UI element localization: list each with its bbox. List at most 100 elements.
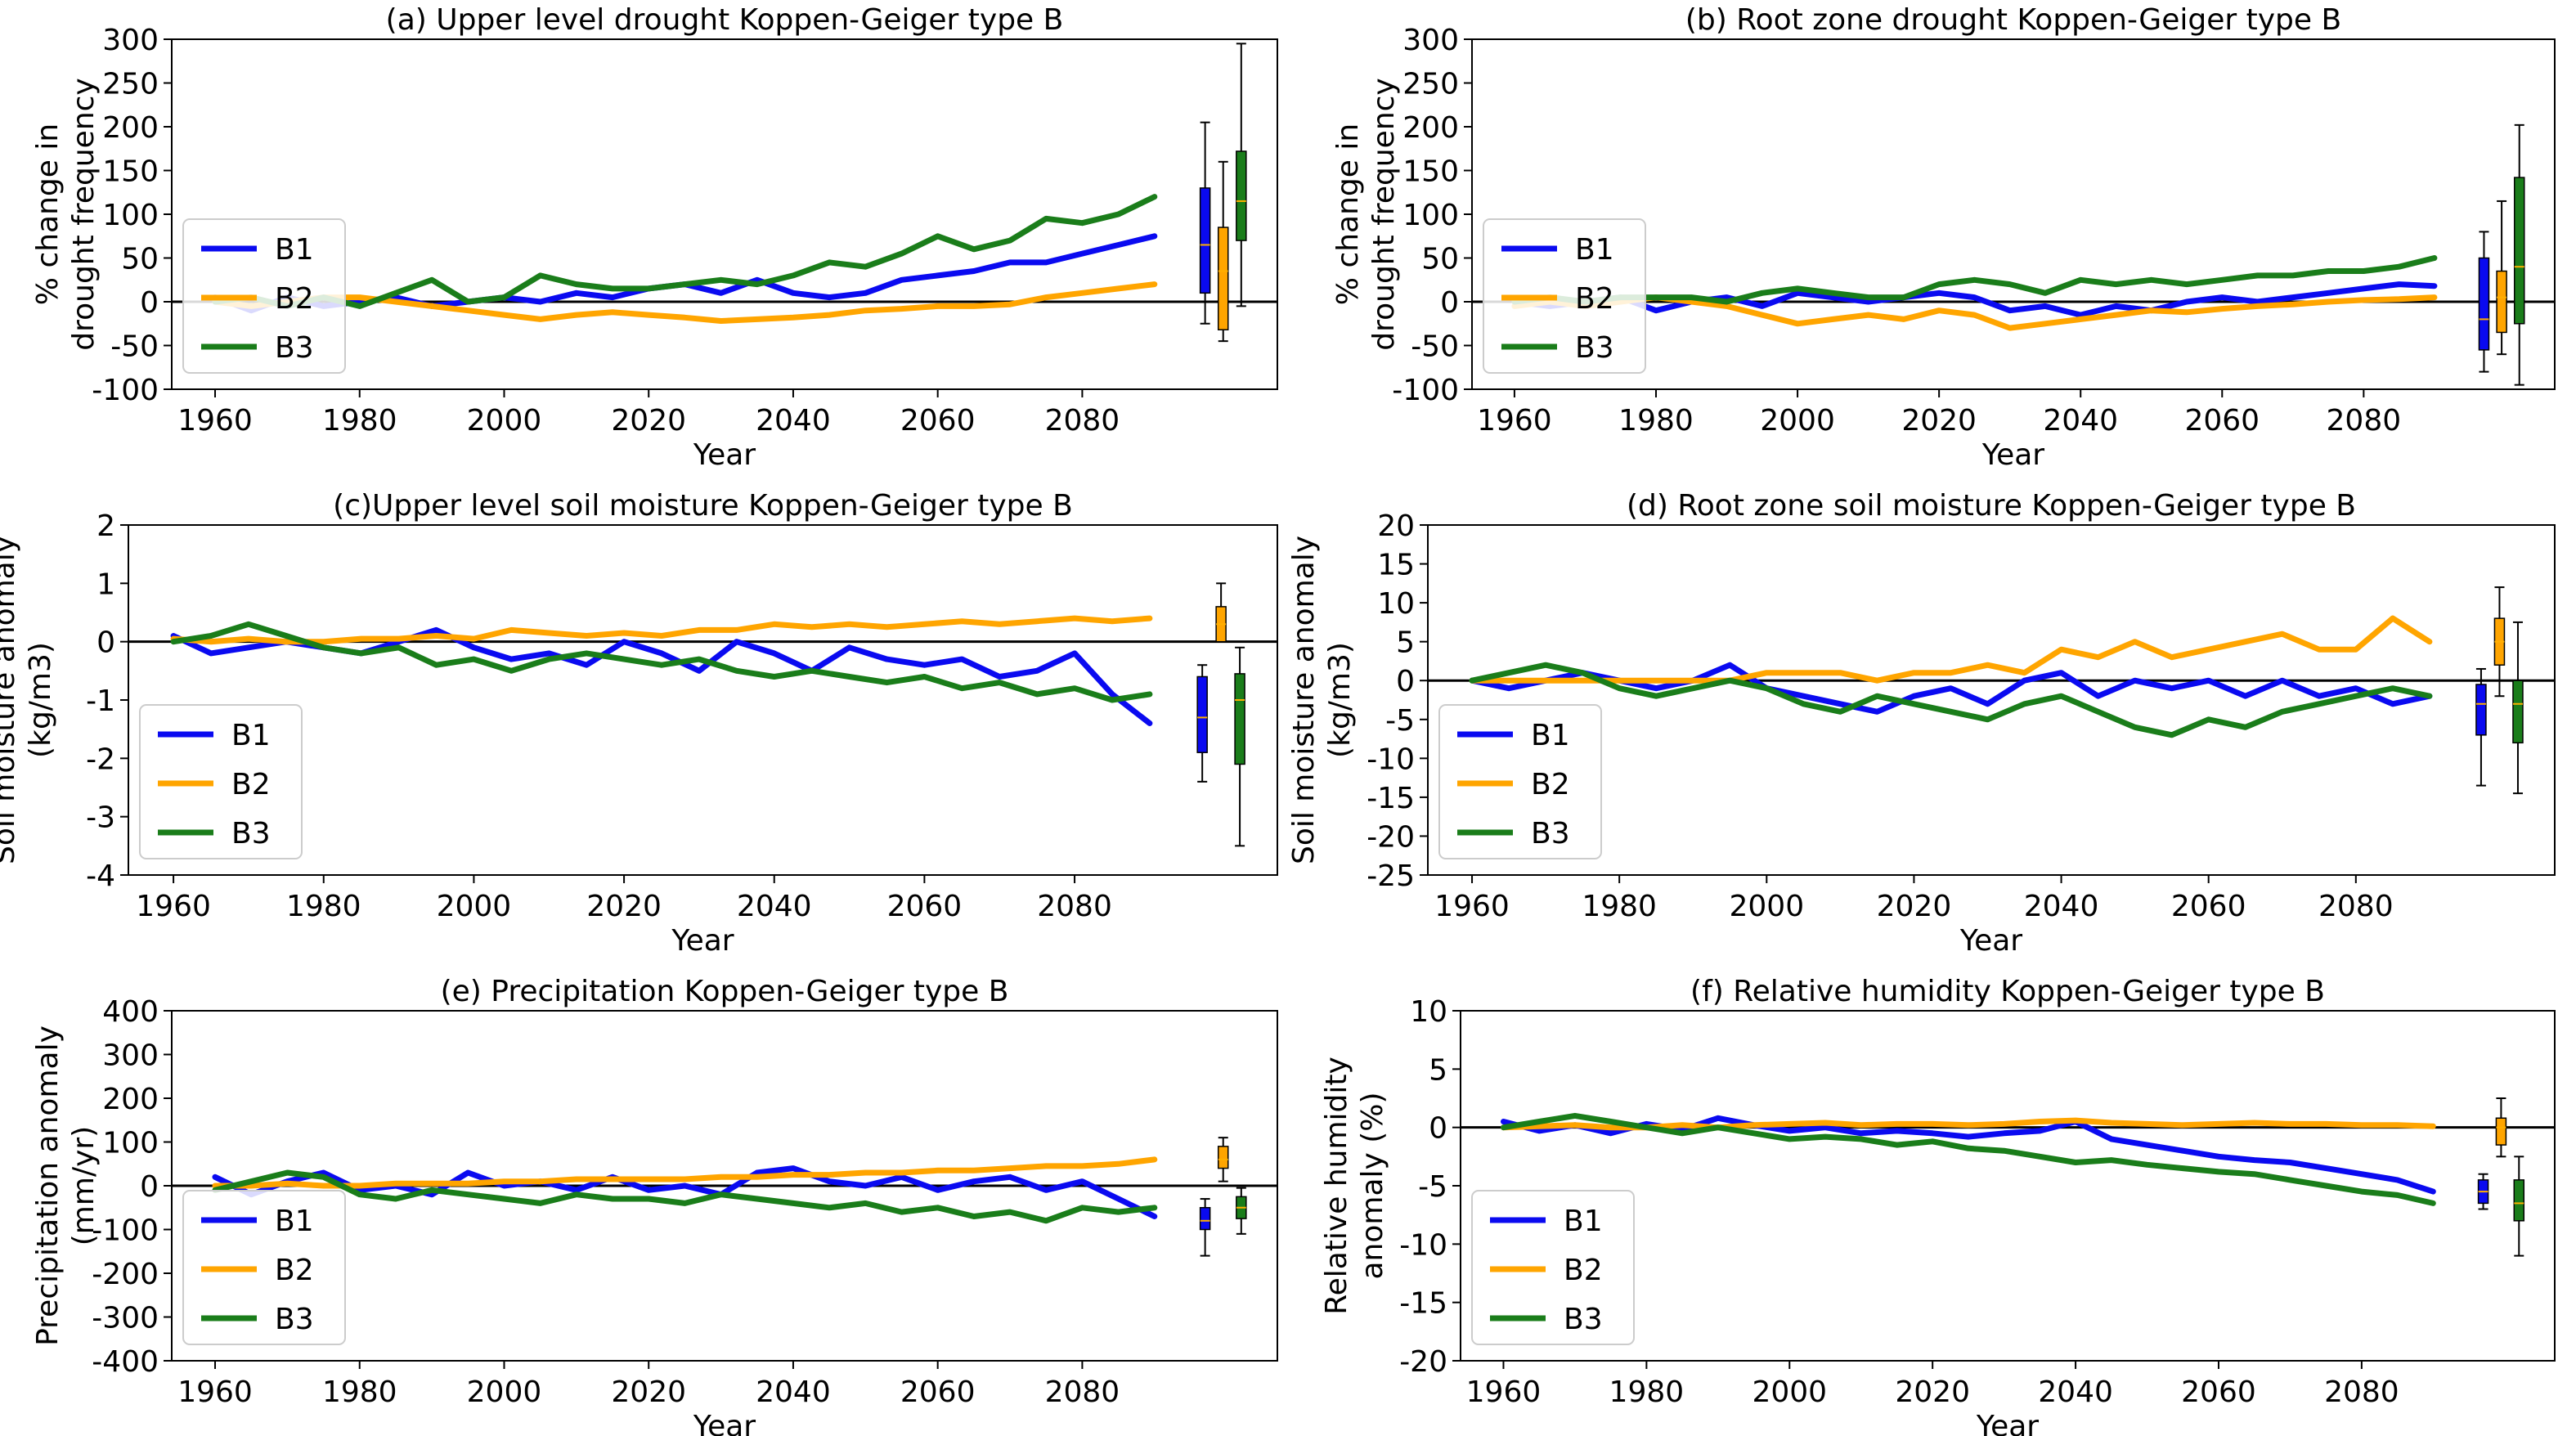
x-tick-label: 1960 [177, 404, 253, 438]
x-tick-label: 1960 [1466, 1375, 1542, 1409]
axes-frame [171, 1010, 1278, 1362]
x-tick-label: 1980 [286, 890, 361, 923]
y-tick-label: -5 [1418, 1170, 1447, 1204]
panel-title: (b) Root zone drought Koppen-Geiger type… [1685, 3, 2341, 37]
panel-title: (d) Root zone soil moisture Koppen-Geige… [1627, 489, 2356, 523]
series-line-b2 [170, 615, 1153, 645]
legend-label: B1 [231, 719, 271, 752]
x-axis-label: Year [693, 438, 756, 472]
plot-area [1511, 123, 2525, 386]
x-tick-label: 2060 [2181, 1375, 2256, 1409]
box-body [2513, 1179, 2525, 1222]
boxplot-b3 [1236, 1187, 1247, 1235]
y-tick-label: -400 [92, 1345, 159, 1379]
y-tick-label: 100 [1402, 199, 1459, 232]
y-tick-label: 200 [1402, 111, 1459, 145]
y-axis-label-line: % change in [1331, 123, 1365, 305]
x-tick-label: 2000 [467, 404, 542, 438]
legend: B1 B2 B3 [182, 218, 346, 374]
x-axis-label: Year [1959, 924, 2022, 958]
x-tick-label: 2040 [756, 1375, 831, 1409]
x-tick-label: 2060 [900, 1375, 976, 1409]
y-tick-label: -50 [110, 330, 159, 364]
series-line-b1 [212, 1165, 1158, 1219]
y-tick-label: 10 [1377, 587, 1415, 621]
x-tick-label: 2080 [2318, 890, 2394, 923]
x-tick-label: 1960 [1477, 404, 1552, 438]
y-axis-label-line: drought frequency [67, 78, 101, 351]
x-axis-label: Year [1976, 1410, 2039, 1436]
y-axis-label-line: Precipitation anomaly [31, 1025, 65, 1346]
box-body [1217, 1146, 1229, 1169]
y-tick-label: -20 [1399, 1345, 1447, 1379]
series-line-b2 [1469, 615, 2433, 684]
y-tick-label: 0 [140, 286, 159, 320]
y-tick-label: 200 [102, 1083, 159, 1116]
y-tick-label: -15 [1399, 1287, 1447, 1321]
panel-c: (c)Upper level soil moisture Koppen-Geig… [0, 489, 1278, 958]
box-body [1236, 150, 1247, 241]
x-tick-label: 2000 [1760, 404, 1835, 438]
y-tick-label: 300 [102, 1039, 159, 1073]
y-tick-label: 15 [1377, 549, 1415, 582]
y-tick-label: 20 [1377, 509, 1415, 543]
panel-title: (a) Upper level drought Koppen-Geiger ty… [386, 3, 1064, 37]
y-axis-label-line: Soil moisture anomaly [0, 536, 21, 864]
y-tick-label: -1 [86, 684, 115, 718]
box-body [2495, 1117, 2507, 1146]
x-tick-label: 2040 [756, 404, 831, 438]
plot-area [1469, 586, 2524, 795]
x-tick-label: 2080 [1037, 890, 1112, 923]
y-tick-label: -100 [1392, 374, 1459, 407]
legend-label: B3 [275, 1303, 314, 1336]
x-tick-label: 2000 [437, 890, 512, 923]
panel-title: (e) Precipitation Koppen-Geiger type B [441, 975, 1009, 1008]
y-tick-label: 5 [1429, 1053, 1447, 1087]
y-tick-label: 1 [96, 568, 115, 601]
x-tick-label: 2020 [1877, 890, 1952, 923]
plot-area [170, 582, 1245, 847]
legend-label: B2 [231, 768, 271, 801]
y-tick-label: 250 [1402, 68, 1459, 101]
boxplot-b2 [1215, 582, 1227, 643]
panel-title: (f) Relative humidity Koppen-Geiger type… [1690, 975, 2325, 1008]
boxplot-b1 [2475, 667, 2487, 787]
legend-label: B1 [275, 1205, 314, 1238]
y-tick-label: -10 [1399, 1228, 1447, 1262]
x-tick-label: 2080 [1045, 1375, 1120, 1409]
x-tick-label: 2020 [611, 404, 686, 438]
x-tick-label: 2040 [737, 890, 812, 923]
y-axis-label-line: Soil moisture anomaly [1287, 536, 1321, 864]
legend: B1 B2 B3 [139, 704, 303, 859]
y-tick-label: 100 [102, 1127, 159, 1160]
x-tick-label: 2000 [1729, 890, 1804, 923]
series-line-b3 [212, 1169, 1158, 1224]
boxplot-b1 [2477, 1173, 2489, 1210]
x-tick-label: 1960 [1434, 890, 1510, 923]
legend-label: B2 [1575, 282, 1614, 316]
series-line-b3 [212, 194, 1158, 309]
box-body [2513, 177, 2525, 325]
x-tick-label: 1960 [177, 1375, 253, 1409]
boxplot-b3 [2513, 1156, 2525, 1257]
legend-frame [1438, 704, 1602, 859]
x-axis-label: Year [671, 924, 734, 958]
axes-frame [1460, 1010, 2556, 1362]
y-tick-label: 100 [102, 199, 159, 232]
x-tick-label: 2060 [2184, 404, 2260, 438]
x-tick-label: 2020 [1901, 404, 1977, 438]
x-tick-label: 1980 [1609, 1375, 1685, 1409]
y-tick-label: 2 [96, 509, 115, 543]
y-tick-label: 0 [1440, 286, 1459, 320]
x-tick-label: 1960 [136, 890, 211, 923]
legend: B1 B2 B3 [182, 1190, 346, 1345]
series-line-b3 [1469, 662, 2433, 738]
x-tick-label: 2000 [1752, 1375, 1827, 1409]
y-axis-label: % change indrought frequency [1331, 78, 1401, 351]
legend: B1 B2 B3 [1483, 218, 1646, 374]
panel-title: (c)Upper level soil moisture Koppen-Geig… [333, 489, 1073, 523]
panel-b: (b) Root zone drought Koppen-Geiger type… [1331, 3, 2556, 472]
x-tick-label: 1980 [322, 1375, 397, 1409]
y-axis-label-line: drought frequency [1367, 78, 1401, 351]
